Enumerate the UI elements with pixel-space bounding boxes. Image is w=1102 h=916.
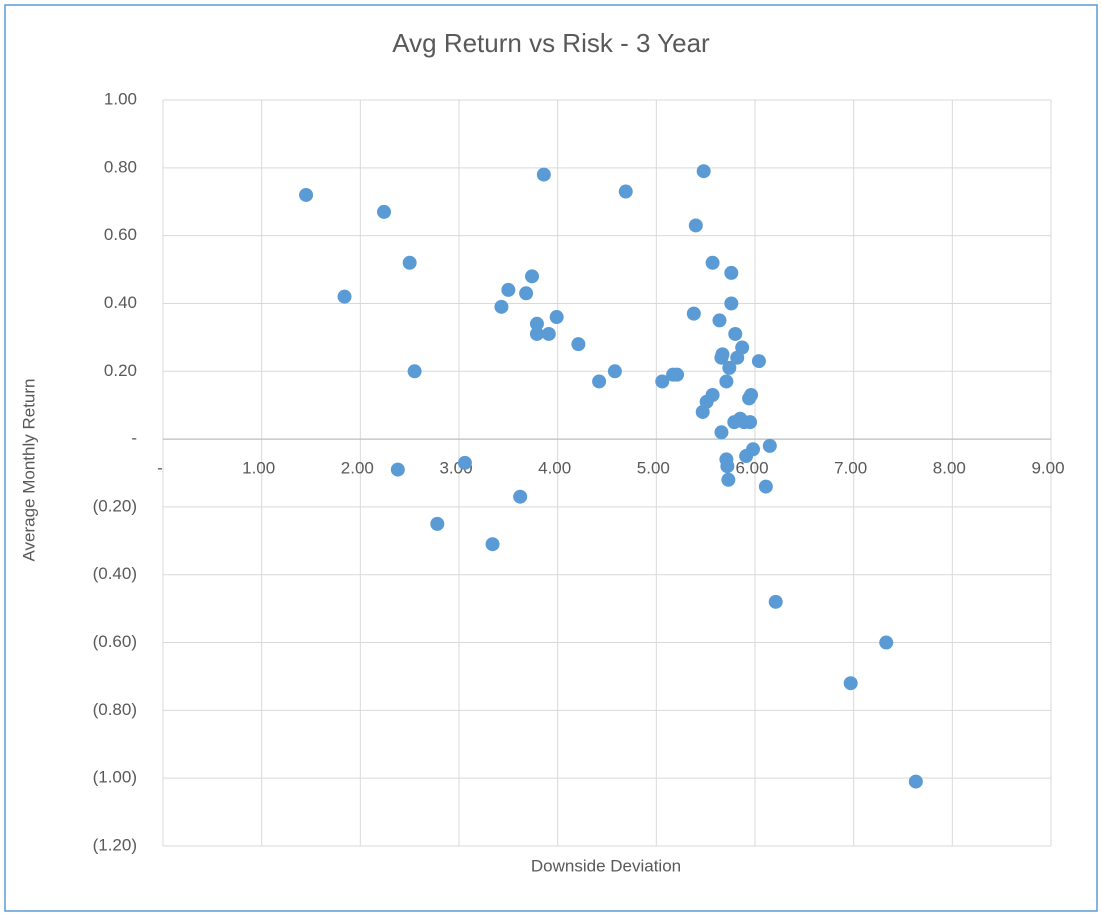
y-tick-label: 0.60 xyxy=(104,225,137,244)
point xyxy=(430,516,445,531)
point xyxy=(529,326,544,341)
x-tick-label: 6.00 xyxy=(735,459,768,478)
point xyxy=(494,299,509,314)
point xyxy=(670,367,685,382)
x-tick-label: 5.00 xyxy=(637,459,670,478)
point xyxy=(751,354,766,369)
point xyxy=(485,537,500,552)
point xyxy=(688,218,703,233)
point xyxy=(407,364,422,379)
point xyxy=(715,347,730,362)
x-tick-label: 9.00 xyxy=(1031,459,1064,478)
point xyxy=(724,265,739,280)
point xyxy=(743,415,758,430)
y-tick-label: (1.20) xyxy=(93,835,137,854)
point xyxy=(724,296,739,311)
point xyxy=(696,164,711,179)
y-axis-label: Average Monthly Return xyxy=(19,378,38,561)
point xyxy=(592,374,607,389)
point xyxy=(712,313,727,328)
point xyxy=(529,316,544,331)
chart-frame xyxy=(4,4,1098,912)
y-tick-label: 0.80 xyxy=(104,157,137,176)
y-tick-label: (0.40) xyxy=(93,564,137,583)
y-tick-label: 0.40 xyxy=(104,293,137,312)
point xyxy=(525,269,540,284)
y-tick-label: - xyxy=(131,429,137,448)
x-tick-label: 2.00 xyxy=(341,459,374,478)
point xyxy=(513,489,528,504)
point xyxy=(571,337,586,352)
point xyxy=(744,388,759,403)
point xyxy=(719,374,734,389)
y-tick-label: 0.20 xyxy=(104,361,137,380)
point xyxy=(457,455,472,470)
y-tick-label: (0.60) xyxy=(93,632,137,651)
x-tick-label: 8.00 xyxy=(933,459,966,478)
point xyxy=(722,360,737,375)
point xyxy=(519,286,534,301)
point xyxy=(541,326,556,341)
point xyxy=(705,388,720,403)
point xyxy=(501,282,516,297)
point xyxy=(762,438,777,453)
point xyxy=(705,255,720,270)
point xyxy=(686,306,701,321)
x-tick-label: 4.00 xyxy=(538,459,571,478)
point xyxy=(714,425,729,440)
point xyxy=(721,472,736,487)
point xyxy=(758,479,773,494)
point xyxy=(720,459,735,474)
point xyxy=(768,594,783,609)
chart-title: Avg Return vs Risk - 3 Year xyxy=(392,28,710,58)
point xyxy=(618,184,633,199)
x-axis-label: Downside Deviation xyxy=(531,856,681,875)
y-tick-label: 1.00 xyxy=(104,89,137,108)
y-tick-label: (0.80) xyxy=(93,700,137,719)
point xyxy=(655,374,670,389)
point xyxy=(746,442,761,457)
point xyxy=(735,340,750,355)
point xyxy=(402,255,417,270)
point xyxy=(390,462,405,477)
y-tick-label: (0.20) xyxy=(93,496,137,515)
point xyxy=(299,187,314,202)
point xyxy=(337,289,352,304)
point xyxy=(549,310,564,325)
y-tick-label: (1.00) xyxy=(93,768,137,787)
x-tick-label: 1.00 xyxy=(242,459,275,478)
point xyxy=(728,326,743,341)
point xyxy=(879,635,894,650)
point xyxy=(536,167,551,182)
point xyxy=(843,676,858,691)
point xyxy=(607,364,622,379)
point xyxy=(908,774,923,789)
x-tick-label: 7.00 xyxy=(834,459,867,478)
point xyxy=(377,204,392,219)
x-tick-label: - xyxy=(157,459,163,478)
